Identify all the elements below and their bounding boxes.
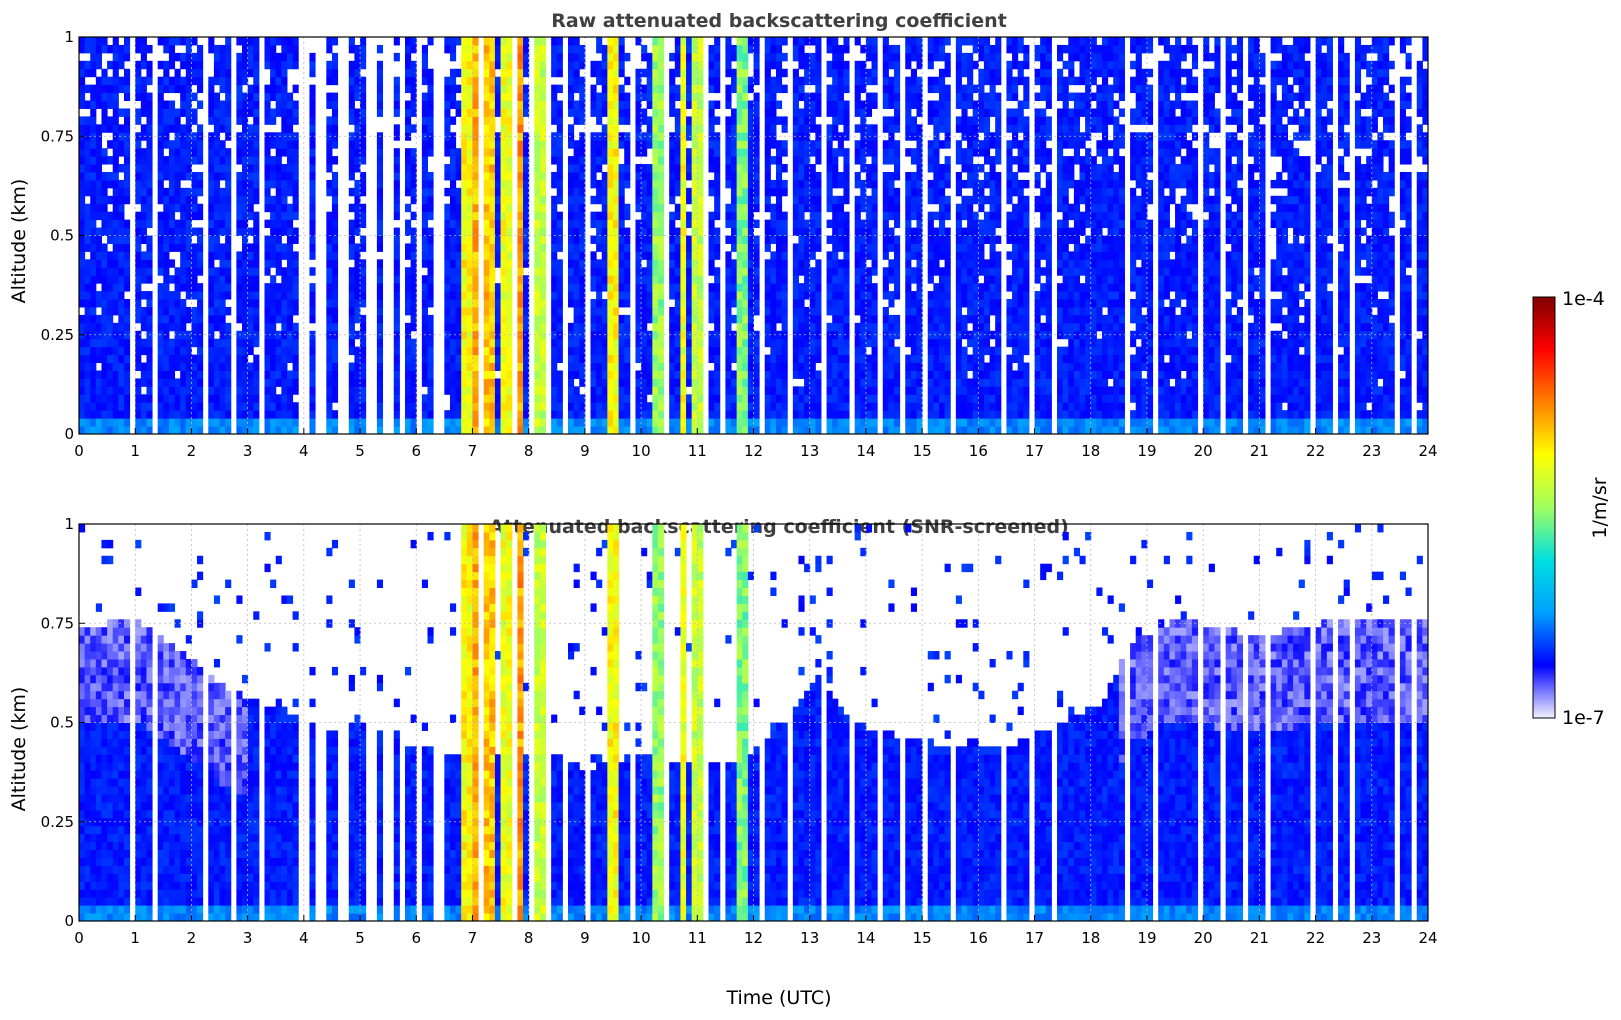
x-tick-label: 9 <box>580 442 590 460</box>
x-tick-label: 18 <box>1081 929 1100 947</box>
x-tick-label: 0 <box>74 442 84 460</box>
x-tick-label: 18 <box>1081 442 1100 460</box>
x-tick-label: 14 <box>856 929 875 947</box>
bottom-panel-xlabel: Time (UTC) <box>725 987 831 1009</box>
top-panel-ylabel: Altitude (km) <box>8 179 30 304</box>
colorbar-min-label: 1e-7 <box>1562 707 1605 729</box>
x-tick-label: 7 <box>468 442 478 460</box>
bottom-panel-heatmap: 0 1 2 3 4 5 6 7 8 9 10 11 12 13 14 15 16 17 18 19 20 21 22 23 24… <box>41 515 1438 947</box>
x-tick-label: 20 <box>1194 442 1213 460</box>
heatmap-cells <box>79 37 1429 435</box>
x-tick-label: 11 <box>688 929 707 947</box>
x-tick-label: 23 <box>1362 442 1381 460</box>
x-tick-label: 6 <box>411 929 421 947</box>
y-tick-label: 0.5 <box>50 227 74 245</box>
x-tick-label: 22 <box>1306 929 1325 947</box>
heatmap-cells <box>79 524 1429 922</box>
x-tick-label: 21 <box>1250 442 1269 460</box>
x-tick-label: 13 <box>800 442 819 460</box>
x-tick-label: 24 <box>1418 442 1437 460</box>
colorbar-unit-label: 1/m/sr <box>1589 477 1611 538</box>
x-tick-label: 8 <box>524 442 534 460</box>
x-tick-label: 1 <box>130 929 140 947</box>
top-panel-heatmap: 0 1 2 3 4 5 6 7 8 9 10 11 12 13 14 15 16 17 18 19 20 21 22 23 24… <box>41 28 1438 460</box>
x-tick-label: 15 <box>913 442 932 460</box>
x-tick-label: 14 <box>856 442 875 460</box>
y-tick-label: 0.75 <box>41 127 74 145</box>
x-tick-label: 7 <box>468 929 478 947</box>
bottom-panel-ylabel: Altitude (km) <box>8 687 30 812</box>
x-tick-label: 22 <box>1306 442 1325 460</box>
x-tick-label: 24 <box>1418 929 1437 947</box>
colorbar <box>1532 296 1556 719</box>
x-tick-label: 8 <box>524 929 534 947</box>
x-tick-label: 1 <box>130 442 140 460</box>
x-tick-label: 19 <box>1137 929 1156 947</box>
y-tick-label: 0.25 <box>41 326 74 344</box>
grid-lines <box>79 37 1428 434</box>
top-panel-title: Raw attenuated backscattering coefficien… <box>551 10 1007 32</box>
y-tick-label: 0 <box>64 912 74 930</box>
x-tick-label: 5 <box>355 929 365 947</box>
x-tick-label: 16 <box>969 929 988 947</box>
x-tick-label: 11 <box>688 442 707 460</box>
x-tick-label: 15 <box>913 929 932 947</box>
y-tick-label: 1 <box>64 28 74 46</box>
x-tick-label: 20 <box>1194 929 1213 947</box>
x-tick-label: 23 <box>1362 929 1381 947</box>
x-tick-label: 21 <box>1250 929 1269 947</box>
y-tick-label: 0 <box>64 425 74 443</box>
x-tick-label: 12 <box>744 442 763 460</box>
x-tick-label: 2 <box>187 442 197 460</box>
y-tick-label: 0.25 <box>41 813 74 831</box>
x-tick-label: 2 <box>187 929 197 947</box>
x-tick-label: 3 <box>243 442 253 460</box>
x-tick-label: 16 <box>969 442 988 460</box>
y-tick-label: 0.5 <box>50 714 74 732</box>
x-tick-label: 5 <box>355 442 365 460</box>
x-tick-label: 6 <box>411 442 421 460</box>
x-tick-label: 10 <box>632 929 651 947</box>
x-tick-label: 4 <box>299 929 309 947</box>
y-tick-label: 1 <box>64 515 74 533</box>
bottom-panel-title: Attenuated backscattering coefficient (S… <box>489 516 1069 538</box>
x-tick-label: 0 <box>74 929 84 947</box>
x-tick-label: 10 <box>632 442 651 460</box>
colorbar-max-label: 1e-4 <box>1562 288 1605 310</box>
x-tick-label: 9 <box>580 929 590 947</box>
x-tick-label: 3 <box>243 929 253 947</box>
x-tick-label: 19 <box>1137 442 1156 460</box>
x-tick-label: 12 <box>744 929 763 947</box>
grid-lines <box>79 524 1428 921</box>
y-tick-label: 0.75 <box>41 614 74 632</box>
x-tick-label: 17 <box>1025 442 1044 460</box>
x-tick-label: 13 <box>800 929 819 947</box>
x-tick-label: 17 <box>1025 929 1044 947</box>
x-tick-label: 4 <box>299 442 309 460</box>
